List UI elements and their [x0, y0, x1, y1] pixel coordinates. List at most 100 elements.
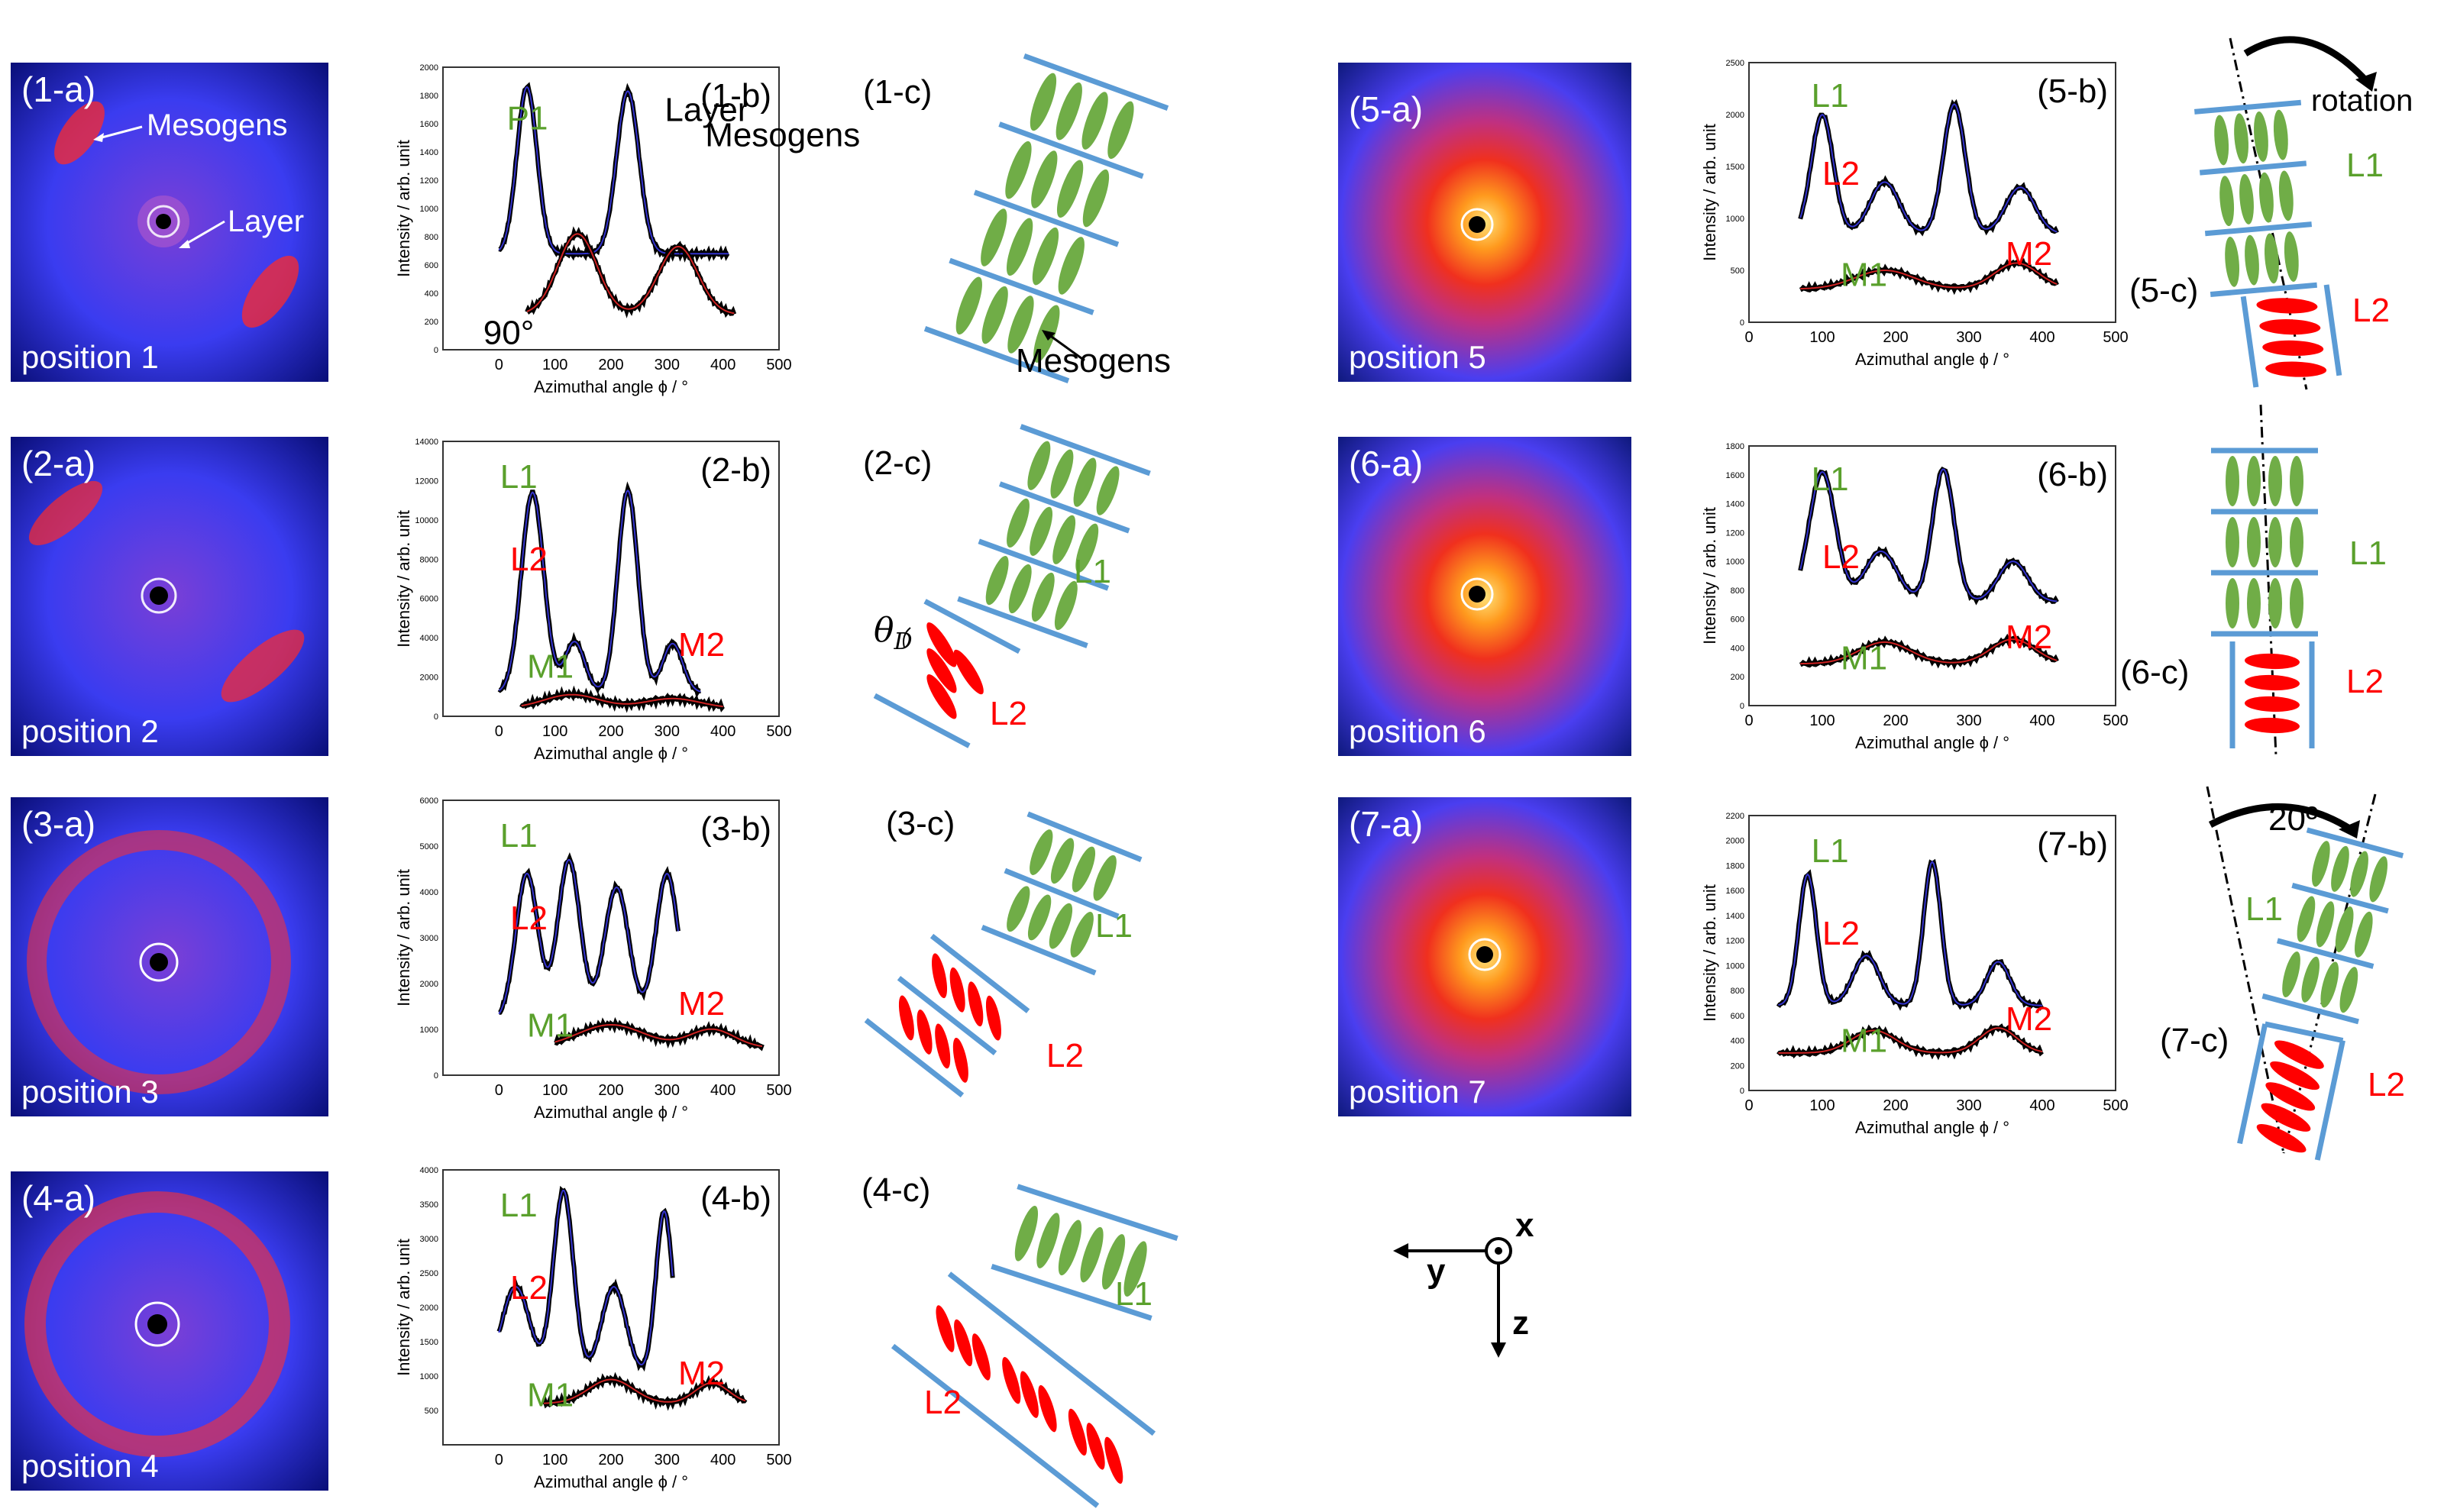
x-axis-label: Azimuthal angle ϕ / ° [1855, 350, 2009, 369]
x-tick-label: 0 [1744, 712, 1753, 729]
y-tick-label: 0 [1740, 318, 1744, 328]
position-label: position 4 [21, 1448, 159, 1484]
y-tick-label: 2000 [420, 674, 438, 683]
x-tick-label: 100 [542, 1452, 567, 1468]
annotation-M2: M2 [678, 985, 725, 1023]
theta-symbol: θ [874, 611, 894, 650]
diffraction-image [1338, 63, 1631, 382]
y-tick-label: 5000 [420, 842, 438, 851]
annotation-P1: P1 [507, 99, 548, 137]
mesogens-green [955, 73, 1134, 363]
fit-series-L [1799, 103, 2058, 233]
x-axis-label: Azimuthal angle ϕ / ° [1855, 1118, 2009, 1137]
layer-stack [2206, 786, 2404, 1161]
y-axis-label: Intensity / arb. unit [394, 1239, 413, 1376]
annotation-L1: L1 [1812, 77, 1849, 115]
x-tick-label: 100 [542, 357, 567, 373]
y-tick-label: 1400 [1726, 912, 1744, 921]
mesogens-label: Mesogens [1016, 342, 1172, 380]
y-tick-label: 400 [1731, 644, 1744, 653]
x-axis-label: x [1515, 1207, 1534, 1244]
panel-label: (3-a) [21, 804, 96, 844]
layer-line [973, 189, 1120, 247]
x-tick-label: 300 [655, 357, 680, 373]
x-tick-label: 400 [710, 723, 735, 740]
domain-L2 [2240, 284, 2342, 388]
chart-svg: 0 100 200 300 400 500 500 1000 1500 2000 2500 3000 3… [394, 1166, 792, 1491]
annotation-M1: M1 [527, 1377, 574, 1414]
x-tick-label: 0 [495, 1082, 503, 1099]
annotation-M1: M1 [1841, 639, 1887, 677]
rotation-arrow [2208, 803, 2353, 832]
angle-arc [903, 627, 911, 648]
y-tick-label: 1200 [420, 176, 438, 186]
diffraction-image [11, 797, 328, 1116]
annotation-angle: 90° [483, 315, 535, 352]
schematic-3c: (3-c) L1 L2 [840, 794, 1268, 1115]
x-tick-label: 200 [1883, 1097, 1908, 1114]
pattern-4a: (4-a) position 4 [11, 1171, 328, 1491]
L1-label: L1 [1095, 907, 1133, 945]
diffraction-image [1338, 797, 1631, 1116]
fit-series-L [498, 489, 701, 693]
L1-label: L1 [2245, 890, 2283, 928]
z-axis-label: z [1512, 1304, 1529, 1342]
y-tick-label: 800 [425, 233, 438, 242]
L2-label: L2 [1046, 1037, 1084, 1074]
panel-label: (3-c) [886, 805, 955, 842]
chart-svg: 0 100 200 300 400 500010002000300040005000600… [394, 796, 792, 1122]
y-tick-label: 1200 [1726, 528, 1744, 538]
y-tick-label: 0 [434, 712, 438, 722]
chart-title: (5-b) [2037, 73, 2108, 110]
y-tick-label: 4000 [420, 888, 438, 897]
x-tick-label: 0 [495, 1452, 503, 1468]
plot-frame [442, 1169, 780, 1446]
position-label: position 7 [1349, 1074, 1486, 1110]
L2-label: L2 [2368, 1066, 2405, 1103]
annotation-layer: Layer [664, 91, 748, 128]
layer-stack [891, 1184, 1178, 1508]
annotation-L2: L2 [510, 900, 548, 937]
x-tick-label: 0 [1744, 329, 1753, 346]
y-tick-label: 0 [434, 346, 438, 355]
plot-frame [1748, 62, 2116, 323]
y-tick-label: 2000 [420, 1304, 438, 1313]
layer-line [998, 121, 1144, 179]
L1-label: L1 [1074, 553, 1111, 590]
axes-triad: x y z [1390, 1207, 1558, 1359]
annotation-L2: L2 [510, 541, 548, 578]
y-tick-label: 2500 [420, 1269, 438, 1278]
panel-label: (5-a) [1349, 89, 1424, 129]
schematic-6c: L1 (6-c) L2 [2120, 389, 2444, 771]
x-axis-label: Azimuthal angle ϕ / ° [1855, 733, 2009, 752]
y-tick-label: 3000 [420, 1235, 438, 1244]
layer-stack [873, 424, 1151, 748]
chart-3b: 0 100 200 300 400 500 0 1000 2000 3000 4000 5000 600… [359, 794, 832, 1130]
x-tick-label: 300 [655, 1452, 680, 1468]
theta-label: θD [874, 611, 913, 655]
panel-label: (4-a) [21, 1178, 96, 1218]
y-tick-label: 1500 [1726, 163, 1744, 172]
x-tick-label: 200 [598, 1082, 623, 1099]
x-tick-label: 200 [598, 1452, 623, 1468]
x-tick-label: 500 [766, 1452, 791, 1468]
reference-axis [2206, 786, 2285, 1154]
layer-stack [923, 53, 1169, 384]
y-tick-label: 4000 [420, 634, 438, 643]
arrow-head [2339, 820, 2360, 838]
x-axis-label: Azimuthal angle ϕ / ° [534, 377, 688, 396]
layer-stack [864, 811, 1143, 1098]
y-tick-label: 2000 [420, 63, 438, 73]
annotation-M1: M1 [1841, 256, 1887, 293]
annotation-L1: L1 [1812, 460, 1849, 498]
annotation-arrows [93, 125, 225, 248]
y-axis-label: y [1427, 1252, 1446, 1290]
pattern-1a: (1-a) position 1 Mesogens Layer [11, 63, 328, 382]
y-tick-label: 500 [1731, 267, 1744, 276]
panel-label: (1-a) [21, 69, 96, 109]
x-tick-label: 400 [2029, 712, 2054, 729]
y-tick-label: 1000 [1726, 961, 1744, 971]
annotation-L2: L2 [1822, 538, 1860, 576]
domain-L1 [981, 811, 1143, 976]
y-tick-label: 12000 [415, 477, 438, 486]
